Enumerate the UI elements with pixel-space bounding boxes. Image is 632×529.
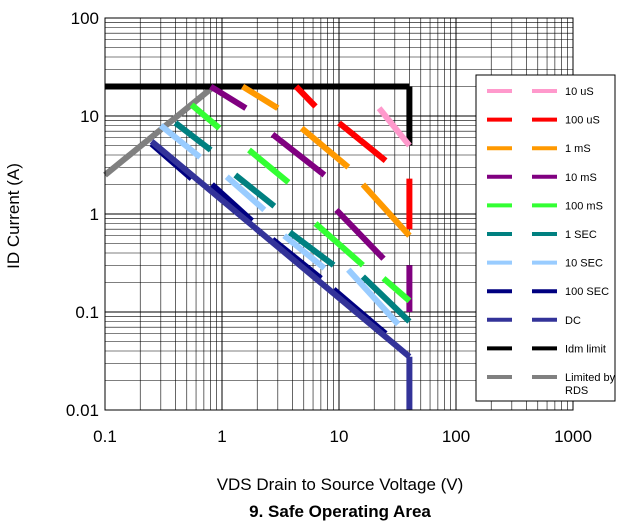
series-segment (299, 125, 351, 170)
legend-item: 10 SEC (487, 258, 603, 270)
series-segment (173, 120, 213, 153)
legend-item: DC (487, 315, 581, 327)
series-segment (247, 147, 291, 185)
series-segment (270, 131, 327, 178)
legend-label: 10 SEC (565, 258, 603, 270)
legend-item: 10 mS (487, 172, 597, 184)
legend-item: Limited by RDS (487, 372, 616, 397)
series-10-sec (158, 123, 401, 327)
series-segment (103, 84, 216, 178)
legend-label: 1 SEC (565, 229, 597, 241)
legend-item: 100 uS (487, 115, 600, 127)
series-segment (334, 207, 386, 261)
series-segment (346, 267, 401, 327)
series-10-us (376, 106, 412, 148)
legend: 10 uS 100 uS 1 mS 10 mS 100 mS 1 SEC 10 SEC 100… (475, 74, 616, 402)
series-segment (189, 102, 222, 131)
series-segment (209, 182, 254, 224)
legend-label: 100 mS (565, 200, 603, 212)
y-tick-label: 0.1 (75, 303, 99, 322)
legend-item: Idm limit (487, 343, 606, 355)
y-tick-label: 1 (90, 205, 99, 224)
legend-label: 10 mS (565, 172, 597, 184)
series-segment (381, 276, 412, 304)
legend-item: 10 uS (487, 86, 594, 98)
series-segment (282, 233, 327, 271)
y-tick-label: 0.01 (66, 401, 99, 420)
series-segment (233, 172, 277, 209)
series-segment (149, 139, 412, 360)
series-1-ms (241, 83, 412, 238)
series-segment (241, 83, 280, 111)
legend-label: 100 uS (565, 115, 600, 127)
series-segment (360, 274, 412, 324)
tick-labels: 0.1 1 10 100 1000 0.01 0.1 1 10 100 (66, 9, 592, 446)
series-segment (376, 106, 412, 148)
series-segment (224, 174, 267, 213)
legend-label: DC (565, 315, 581, 327)
series-100-ms (189, 102, 412, 304)
legend-label: 1 mS (565, 143, 591, 155)
legend-item: 100 mS (487, 200, 603, 212)
series-segment (337, 120, 388, 164)
legend-label: 10 uS (565, 86, 594, 98)
x-tick-label: 100 (442, 427, 470, 446)
x-tick-label: 0.1 (93, 427, 117, 446)
legend-label: 100 SEC (565, 286, 609, 298)
series-segment (158, 123, 202, 160)
x-tick-label: 1 (217, 427, 226, 446)
series-segment (287, 229, 336, 268)
series-segment (293, 84, 318, 109)
series-dc (149, 139, 413, 410)
series-segment (209, 83, 248, 111)
chart-title: 9. Safe Operating Area (249, 502, 431, 521)
series-100-us (293, 84, 413, 230)
series-segment (360, 182, 412, 238)
series-idm-limit (105, 83, 413, 146)
series-1-sec (173, 120, 412, 324)
x-tick-label: 1000 (554, 427, 592, 446)
y-tick-label: 100 (71, 9, 99, 28)
series-limited-by-rds (103, 84, 216, 178)
x-axis-title: VDS Drain to Source Voltage (V) (217, 475, 464, 494)
y-tick-label: 10 (80, 107, 99, 126)
x-tick-label: 10 (330, 427, 349, 446)
legend-label: Limited by RDS (565, 372, 616, 397)
series-10-ms (209, 83, 413, 312)
legend-label: Idm limit (565, 343, 606, 355)
legend-item: 1 mS (487, 143, 591, 155)
series-segment (313, 221, 365, 268)
legend-item: 100 SEC (487, 286, 609, 298)
legend-item: 1 SEC (487, 229, 597, 241)
series-layer (103, 83, 413, 410)
y-axis-title: ID Current (A) (4, 163, 23, 269)
